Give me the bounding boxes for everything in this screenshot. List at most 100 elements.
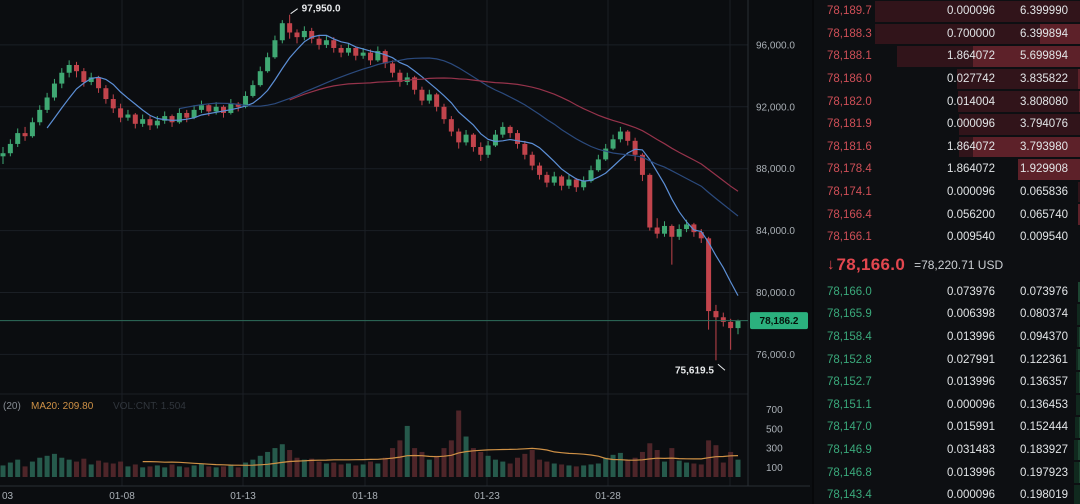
bid-row[interactable]: 78,146.8 0.013996 0.197923 — [814, 461, 1080, 484]
volume-bar — [7, 462, 13, 477]
price-axis-label: 92,000.0 — [756, 102, 795, 113]
ask-amount: 0.027742 — [947, 73, 995, 86]
volume-bar — [522, 453, 528, 477]
bid-row[interactable]: 78,166.0 0.073976 0.073976 — [814, 281, 1080, 304]
bid-row[interactable]: 78,147.0 0.015991 0.152444 — [814, 416, 1080, 439]
candle-body — [639, 154, 645, 175]
volume-param-label: (20) — [3, 401, 21, 412]
candle-body — [537, 165, 543, 175]
ask-amount: 0.000096 — [947, 118, 995, 131]
ask-row[interactable]: 78,181.6 1.864072 3.793980 — [814, 136, 1080, 159]
candle-body — [118, 108, 124, 118]
volume-bar — [132, 464, 138, 477]
candle-body — [316, 38, 322, 45]
ask-total: 1.929908 — [1020, 163, 1068, 176]
ask-row[interactable]: 78,189.7 0.000096 6.399990 — [814, 0, 1080, 23]
candle-body — [257, 71, 263, 86]
candle-body — [213, 106, 219, 112]
volume-bar — [397, 440, 403, 477]
volume-bar — [720, 462, 726, 477]
last-price-row[interactable]: ↓ 78,166.0 =78,220.71 USD — [814, 249, 1080, 281]
bid-row[interactable]: 78,165.9 0.006398 0.080374 — [814, 303, 1080, 326]
volume-ma-line — [142, 447, 739, 466]
depth-bar — [1077, 181, 1080, 203]
ask-row[interactable]: 78,186.0 0.027742 3.835822 — [814, 68, 1080, 91]
volume-bar — [463, 436, 469, 477]
time-axis-label: 01-08 — [109, 491, 135, 502]
volume-axis-label: 100 — [766, 463, 783, 474]
candle-body — [676, 229, 682, 237]
volume-axis-label: 700 — [766, 405, 783, 416]
order-book-panel: 78,189.7 0.000096 6.399990 78,188.3 0.700000… — [812, 0, 1080, 504]
candle-body — [397, 72, 403, 83]
ask-total: 3.835822 — [1020, 73, 1068, 86]
volume-bar — [103, 462, 109, 477]
price-chart-panel[interactable]: 03 01-08 01-13 01-18 01-23 01-28 96,000.0 92,00… — [0, 0, 810, 504]
ask-row[interactable]: 78,188.3 0.700000 6.399894 — [814, 23, 1080, 46]
bid-amount: 0.000096 — [947, 489, 995, 502]
ask-amount: 0.014004 — [947, 95, 995, 108]
bid-amount: 0.006398 — [947, 308, 995, 321]
last-price-tag — [750, 312, 808, 330]
volume-bar — [287, 450, 293, 477]
candle-body — [103, 88, 109, 100]
volume-bar — [323, 463, 329, 477]
candle-body — [419, 89, 425, 101]
candle-body — [728, 321, 734, 329]
bid-row[interactable]: 78,151.1 0.000096 0.136453 — [814, 394, 1080, 417]
bid-row[interactable]: 78,143.4 0.000096 0.198019 — [814, 484, 1080, 504]
volume-bar — [581, 465, 587, 477]
candle-body — [309, 30, 315, 39]
candle-body — [294, 32, 300, 38]
candle-body — [691, 224, 697, 233]
candle-body — [368, 52, 373, 61]
volume-bar — [59, 457, 65, 477]
bid-row[interactable]: 78,152.8 0.027991 0.122361 — [814, 348, 1080, 371]
candle-body — [617, 131, 623, 140]
candle-body — [434, 94, 440, 107]
volume-ma-label: MA20: 209.80 — [31, 401, 94, 412]
volume-bar — [37, 457, 43, 477]
ask-row[interactable]: 78,178.4 1.864072 1.929908 — [814, 158, 1080, 181]
depth-bar — [875, 23, 1080, 45]
ask-row[interactable]: 78,181.9 0.000096 3.794076 — [814, 113, 1080, 136]
bid-total: 0.094370 — [1020, 331, 1068, 344]
volume-bar — [426, 459, 432, 477]
volume-bar — [0, 465, 6, 477]
volume-bar — [154, 465, 160, 477]
time-axis-label: 01-18 — [352, 491, 378, 502]
price-chart-svg[interactable]: 03 01-08 01-13 01-18 01-23 01-28 96,000.0 92,00… — [0, 0, 810, 504]
price-axis-label: 76,000.0 — [756, 350, 795, 361]
candle-body — [610, 139, 616, 149]
ask-row[interactable]: 78,182.0 0.014004 3.808080 — [814, 90, 1080, 113]
volume-bar — [88, 464, 94, 477]
candle-body — [228, 103, 234, 113]
volume-bar — [382, 457, 388, 477]
candle-body — [221, 106, 226, 113]
candle-body — [235, 103, 241, 107]
depth-bar-inner — [1078, 349, 1080, 370]
ask-row[interactable]: 78,188.1 1.864072 5.699894 — [814, 45, 1080, 68]
volume-bar — [500, 461, 506, 477]
time-axis-label: 01-23 — [474, 491, 500, 502]
bid-total: 0.183927 — [1020, 443, 1068, 456]
volume-bar — [66, 459, 72, 477]
ask-row[interactable]: 78,174.1 0.000096 0.065836 — [814, 181, 1080, 204]
volume-bar — [81, 458, 87, 477]
candle-body — [595, 159, 601, 171]
depth-bar-inner — [1078, 439, 1080, 461]
candle-body — [632, 140, 638, 155]
bid-row[interactable]: 78,152.7 0.013996 0.136357 — [814, 371, 1080, 394]
volume-bar — [331, 462, 337, 477]
volume-bar — [184, 467, 190, 477]
volume-bar — [529, 450, 535, 477]
volume-bar — [713, 445, 719, 477]
bid-row[interactable]: 78,158.4 0.013996 0.094370 — [814, 326, 1080, 349]
bid-row[interactable]: 78,146.9 0.031483 0.183927 — [814, 439, 1080, 462]
ask-row[interactable]: 78,166.1 0.009540 0.009540 — [814, 226, 1080, 249]
candle-body — [647, 174, 653, 228]
bid-amount: 0.013996 — [947, 466, 995, 479]
volume-bar — [375, 463, 381, 477]
ask-row[interactable]: 78,166.4 0.056200 0.065740 — [814, 203, 1080, 226]
price-axis-label: 88,000.0 — [756, 164, 795, 175]
